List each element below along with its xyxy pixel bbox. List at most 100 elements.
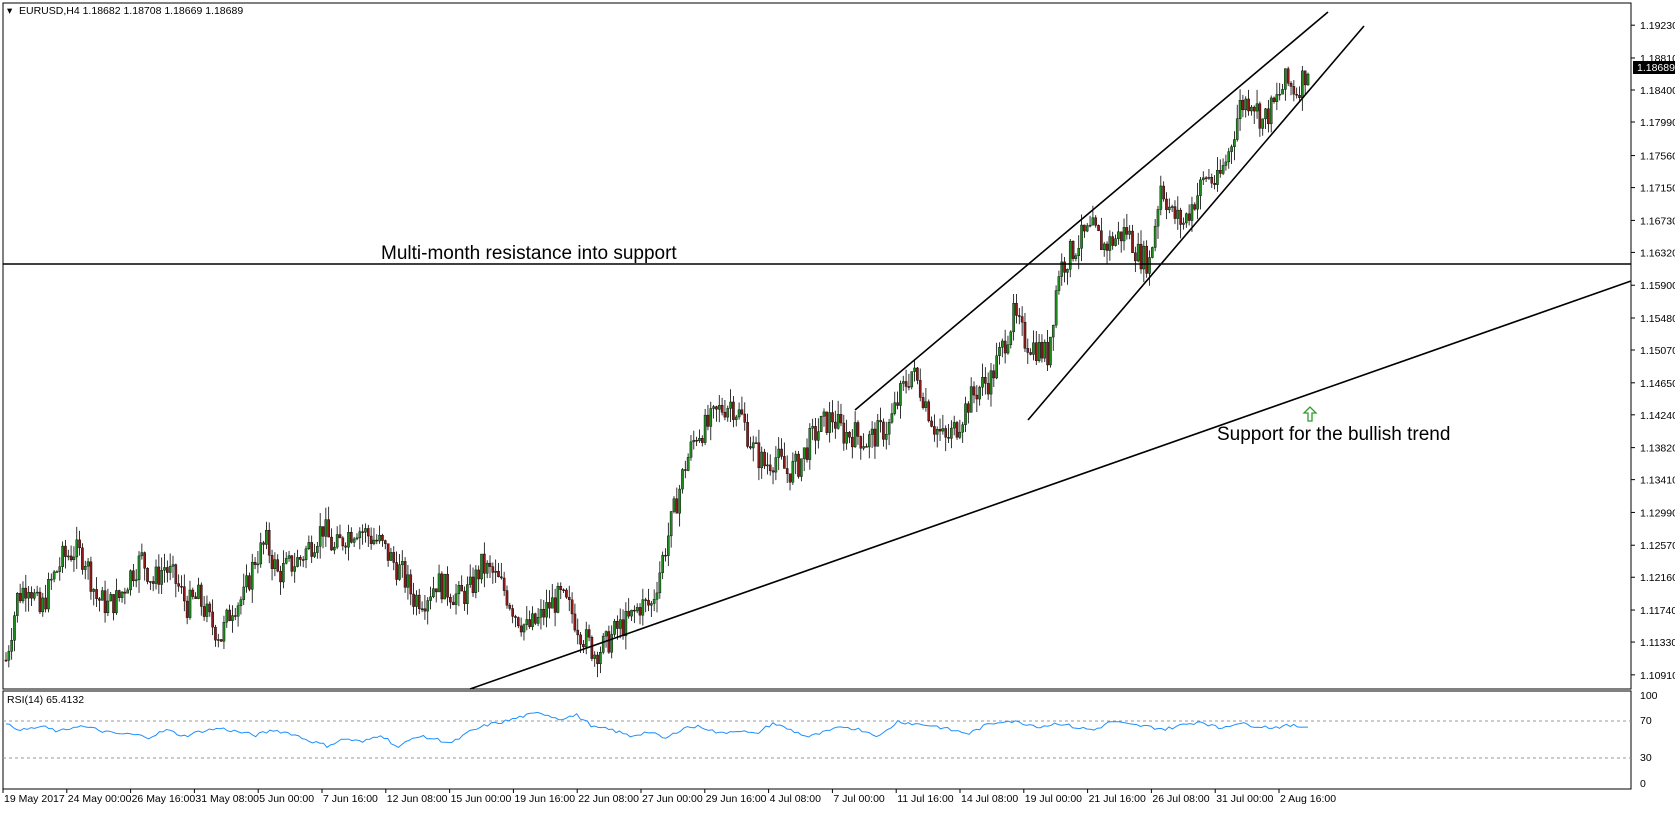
bearish-candle bbox=[449, 597, 452, 603]
bullish-candle bbox=[225, 609, 229, 623]
bearish-candle bbox=[967, 403, 970, 413]
bullish-candle bbox=[978, 386, 981, 400]
bearish-candle bbox=[1131, 230, 1134, 253]
bullish-candle bbox=[893, 402, 897, 414]
bearish-candle bbox=[1193, 204, 1197, 210]
price-tick-label: 1.18400 bbox=[1640, 85, 1675, 97]
bearish-candle bbox=[783, 456, 786, 469]
price-tick-label: 1.12990 bbox=[1640, 507, 1675, 519]
bullish-candle bbox=[734, 416, 738, 420]
bullish-candle bbox=[13, 615, 16, 641]
bullish-candle bbox=[870, 428, 874, 435]
bullish-candle bbox=[1012, 302, 1015, 333]
bullish-candle bbox=[83, 566, 87, 570]
bearish-candle bbox=[132, 570, 135, 582]
bearish-candle bbox=[1258, 103, 1262, 129]
rsi-pane[interactable] bbox=[2, 690, 1632, 790]
bullish-candle bbox=[47, 579, 50, 610]
bullish-candle bbox=[352, 538, 356, 543]
bearish-candle bbox=[460, 585, 464, 592]
bearish-candle bbox=[675, 498, 679, 514]
bullish-support-trendline[interactable] bbox=[469, 280, 1632, 690]
bearish-candle bbox=[89, 561, 93, 592]
bearish-candle bbox=[839, 414, 843, 424]
bullish-candle bbox=[129, 570, 132, 591]
bearish-candle bbox=[933, 426, 936, 435]
bullish-candle bbox=[333, 546, 336, 551]
bullish-candle bbox=[86, 561, 90, 567]
bearish-candle bbox=[695, 439, 698, 442]
bearish-candle bbox=[500, 576, 503, 579]
bearish-candle bbox=[228, 609, 231, 621]
bearish-candle bbox=[194, 596, 197, 599]
bearish-candle bbox=[497, 570, 500, 578]
bearish-candle bbox=[369, 535, 373, 544]
bullish-candle bbox=[800, 458, 803, 477]
bearish-candle bbox=[4, 659, 8, 662]
bullish-candle bbox=[242, 586, 246, 600]
bullish-candle bbox=[106, 600, 110, 614]
bullish-candle bbox=[845, 432, 848, 444]
bullish-candle bbox=[777, 448, 781, 458]
bearish-candle bbox=[146, 568, 149, 582]
bearish-candle bbox=[471, 576, 475, 593]
bearish-candle bbox=[1218, 170, 1222, 174]
bullish-candle bbox=[593, 654, 597, 659]
bullish-candle bbox=[630, 609, 633, 617]
bullish-candle bbox=[1037, 342, 1041, 361]
bearish-candle bbox=[44, 597, 47, 610]
bullish-candle bbox=[981, 377, 984, 388]
bullish-candle bbox=[1108, 236, 1112, 251]
bullish-candle bbox=[457, 585, 461, 595]
bearish-candle bbox=[366, 528, 370, 537]
bullish-candle bbox=[1159, 185, 1163, 210]
channel-upper-line[interactable] bbox=[854, 11, 1329, 411]
bearish-candle bbox=[463, 590, 466, 604]
bullish-candle bbox=[398, 564, 401, 580]
bullish-candle bbox=[137, 555, 141, 580]
bullish-candle bbox=[887, 422, 891, 435]
price-tick-label: 1.12570 bbox=[1640, 540, 1675, 552]
bullish-candle bbox=[811, 426, 814, 429]
bullish-candle bbox=[969, 386, 973, 413]
bullish-candle bbox=[1054, 290, 1058, 326]
bullish-candle bbox=[1032, 342, 1035, 355]
price-pane[interactable] bbox=[2, 2, 1632, 690]
bullish-candle bbox=[686, 457, 690, 471]
bearish-candle bbox=[381, 535, 384, 541]
price-tick-label: 1.16730 bbox=[1640, 215, 1675, 227]
resistance-annotation: Multi-month resistance into support bbox=[381, 243, 677, 264]
bullish-candle bbox=[712, 406, 715, 409]
bullish-candle bbox=[1051, 324, 1055, 338]
bearish-candle bbox=[907, 386, 911, 388]
bearish-candle bbox=[183, 586, 186, 602]
bullish-candle bbox=[650, 603, 653, 606]
bearish-candle bbox=[483, 553, 486, 574]
price-tick-label: 1.15480 bbox=[1640, 313, 1675, 325]
bullish-candle bbox=[485, 562, 489, 574]
bullish-candle bbox=[536, 617, 540, 624]
collapse-triangle-icon[interactable]: ▾ bbox=[7, 5, 13, 17]
bullish-candle bbox=[924, 401, 928, 408]
bullish-candle bbox=[1255, 103, 1259, 112]
bearish-candle bbox=[528, 619, 531, 627]
bearish-candle bbox=[327, 519, 330, 538]
bullish-candle bbox=[1244, 98, 1248, 111]
bullish-candle bbox=[1156, 209, 1160, 227]
bullish-candle bbox=[400, 561, 404, 565]
bullish-candle bbox=[1184, 213, 1188, 224]
up-arrow-icon bbox=[1302, 406, 1318, 422]
bullish-candle bbox=[426, 600, 430, 612]
bearish-candle bbox=[644, 599, 647, 601]
price-tick-label: 1.16320 bbox=[1640, 247, 1675, 259]
rsi-level-70: 70 bbox=[1640, 715, 1652, 727]
bearish-candle bbox=[18, 593, 22, 602]
channel-lower-line[interactable] bbox=[1027, 25, 1365, 421]
bullish-candle bbox=[698, 438, 701, 442]
bullish-candle bbox=[1080, 224, 1083, 249]
bullish-candle bbox=[52, 571, 56, 580]
bullish-candle bbox=[1278, 93, 1281, 96]
bullish-candle bbox=[149, 581, 152, 583]
bullish-candle bbox=[1221, 165, 1225, 174]
